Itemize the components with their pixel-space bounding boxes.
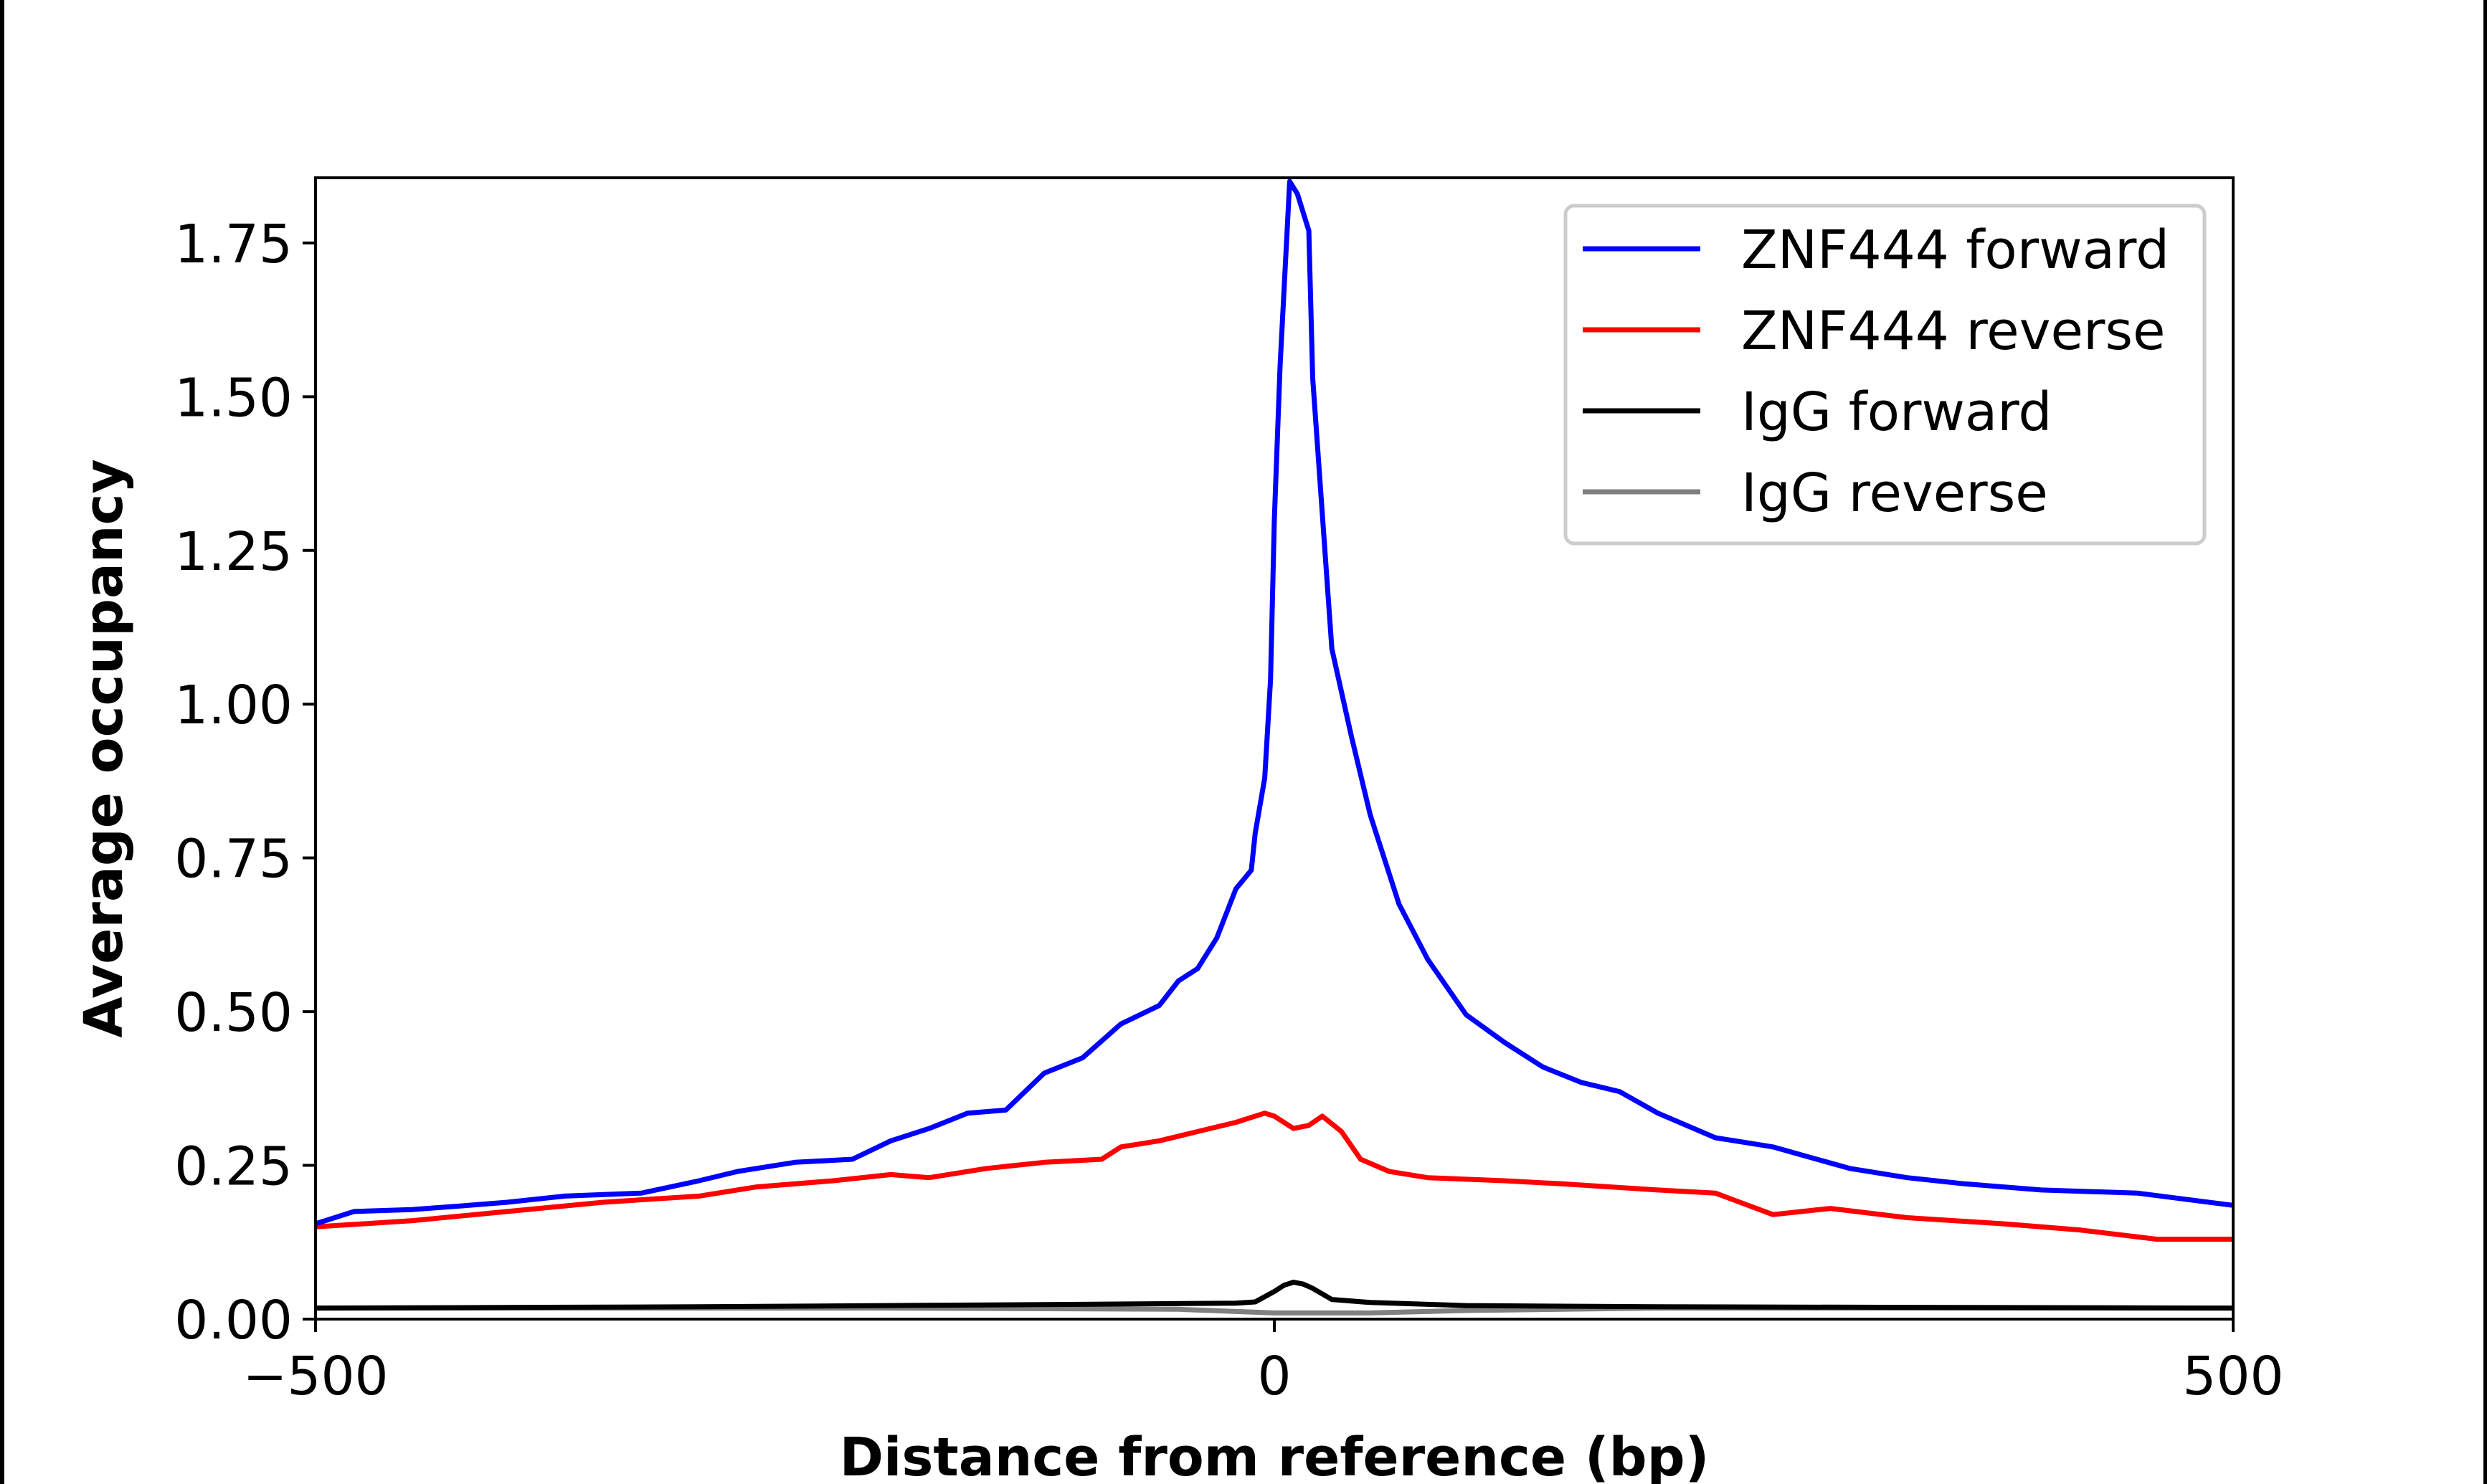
legend-entry: IgG forward xyxy=(1741,381,2052,443)
y-tick-label: 0.00 xyxy=(174,1290,293,1351)
legend-box xyxy=(1563,204,2207,546)
y-tick-label: 1.00 xyxy=(174,675,293,736)
y-tick-label: 1.50 xyxy=(174,367,293,429)
ticks-layer: −500 0 500 0.00 0.25 0.50 0.75 1.00 1.25 1.50 1.75 xyxy=(174,214,2283,1407)
x-tick-label: 500 xyxy=(2182,1346,2283,1407)
y-tick-label: 1.25 xyxy=(174,521,293,583)
series-line-znf444-reverse xyxy=(315,1110,2233,1242)
x-axis-label: Distance from reference (bp) xyxy=(840,1427,1710,1484)
y-tick-label: 0.50 xyxy=(174,982,293,1044)
x-tick-label: −500 xyxy=(242,1346,388,1407)
series-line-igg-forward xyxy=(315,1280,2234,1311)
series-line-znf444-forward xyxy=(314,179,2234,1227)
x-tick-label: 0 xyxy=(1257,1346,1291,1407)
series-layer xyxy=(314,179,2234,1316)
y-tick-label: 1.75 xyxy=(174,214,293,275)
legend: ZNF444 forward ZNF444 reverse IgG forward I… xyxy=(1563,204,2207,546)
right-border xyxy=(2483,0,2487,1484)
y-tick-label: 0.75 xyxy=(174,829,293,890)
legend-entry: ZNF444 reverse xyxy=(1741,300,2166,362)
y-axis-label: Average occupancy xyxy=(73,459,135,1037)
legend-entry: IgG reverse xyxy=(1741,462,2048,524)
legend-entry: ZNF444 forward xyxy=(1741,219,2169,281)
left-border xyxy=(0,0,4,1484)
y-tick-label: 0.25 xyxy=(174,1136,293,1198)
